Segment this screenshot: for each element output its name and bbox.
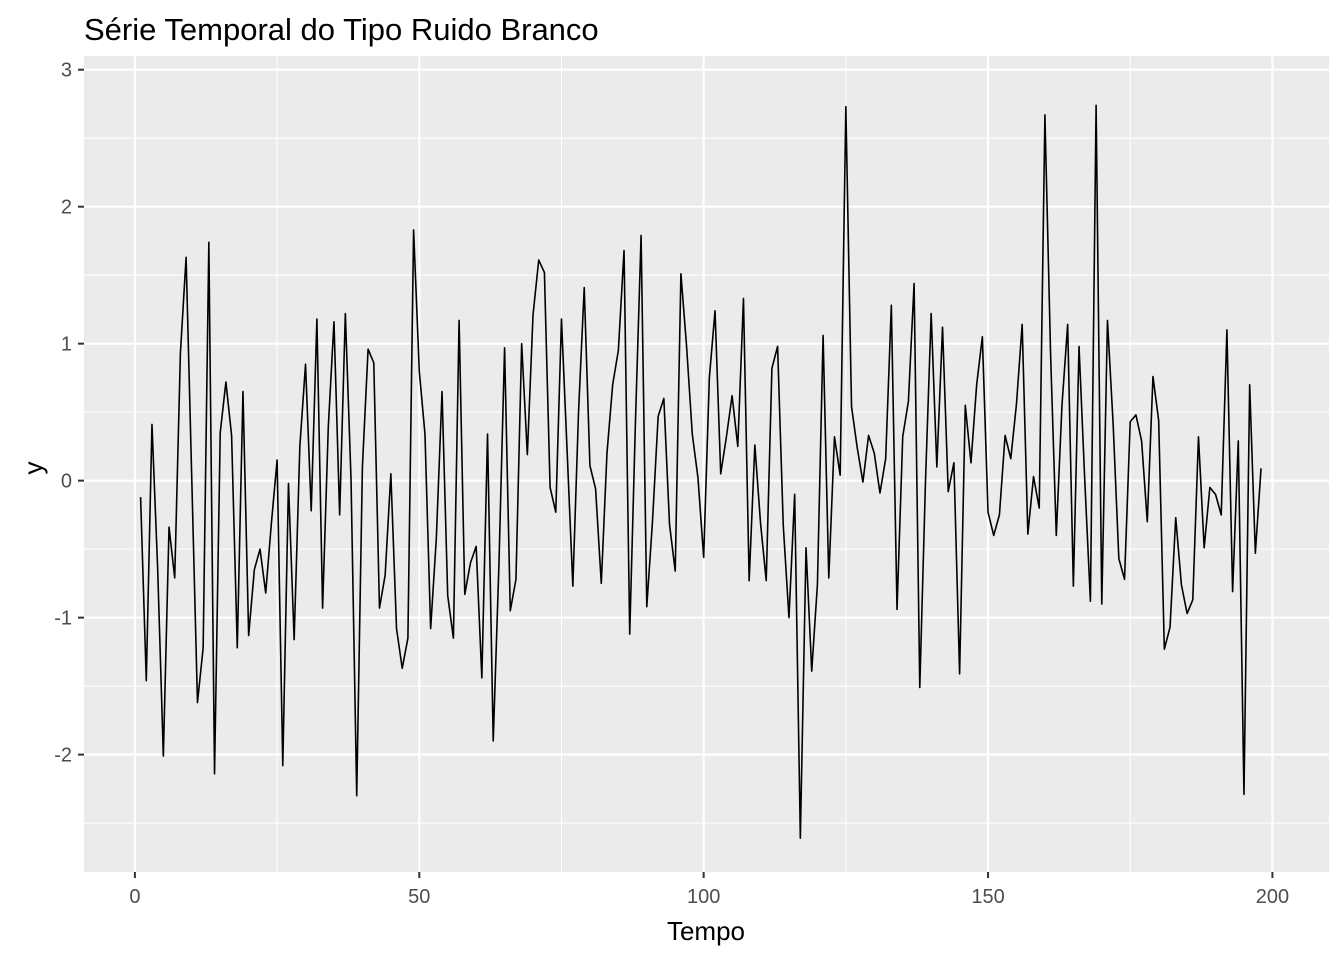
- y-tick-label: 2: [61, 197, 72, 219]
- x-tick-label: 150: [971, 886, 1004, 908]
- y-tick-label: 3: [61, 60, 72, 82]
- y-tick-label: -1: [54, 608, 72, 630]
- series-line: [139, 104, 1262, 839]
- y-axis-title: y: [18, 462, 48, 475]
- x-tick-label: 200: [1256, 886, 1289, 908]
- series-layer: [139, 104, 1262, 839]
- y-tick-label: 0: [61, 471, 72, 493]
- x-tick-label: 0: [129, 886, 140, 908]
- x-axis-title: Tempo: [667, 916, 745, 946]
- axis-ticks: 0 50 100 150 200 -2 -1 0 1 2 3: [54, 60, 1289, 908]
- x-tick-label: 50: [408, 886, 430, 908]
- y-tick-label: -2: [54, 745, 72, 767]
- x-tick-label: 100: [687, 886, 720, 908]
- chart-title: Série Temporal do Tipo Ruido Branco: [84, 12, 599, 47]
- y-tick-label: 1: [61, 334, 72, 356]
- gridlines: [84, 56, 1329, 872]
